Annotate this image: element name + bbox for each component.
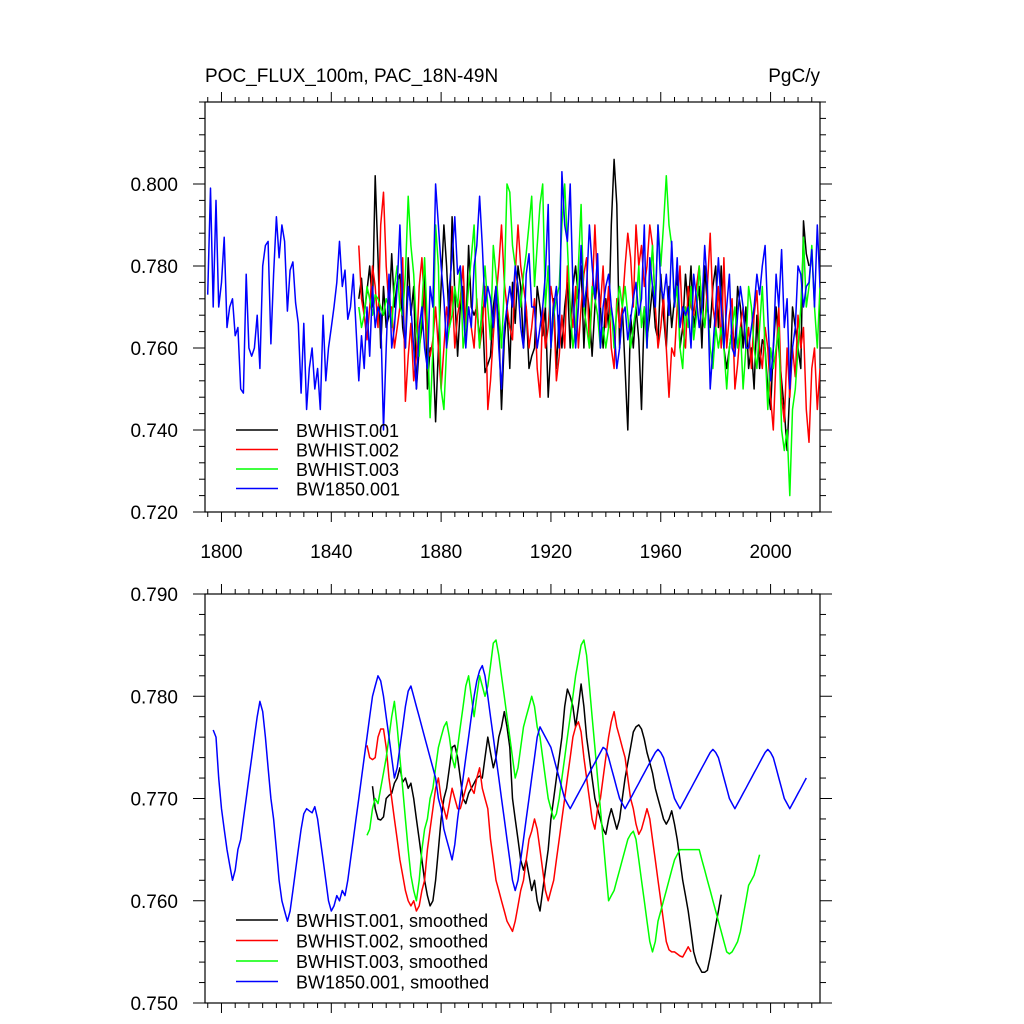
series-line-bwhist-003: [358, 175, 820, 497]
series-group: [206, 158, 820, 497]
plot-frame: [204, 101, 821, 513]
legend-label: BW1850.001: [296, 480, 400, 500]
series-line-bw1850-001: [206, 170, 820, 431]
y-tick-label: 0.740: [130, 421, 178, 442]
legend-label: BWHIST.003, smoothed: [296, 952, 488, 972]
y-tick-label: 0.750: [130, 994, 178, 1015]
panel-smoothed: 0.750 0.760 0.770 0.780 0.790 BWHIST.001, smo…: [130, 584, 832, 1015]
series-line-bw1850-001-smoothed: [212, 664, 807, 922]
x-tick-label: 1800: [200, 542, 242, 563]
x-tick-label: 1920: [530, 542, 572, 563]
series-line-bwhist-001-smoothed: [371, 683, 722, 974]
legend-label: BWHIST.002, smoothed: [296, 932, 488, 952]
y-tick-label: 0.780: [130, 687, 178, 708]
y-tick-label: 0.760: [130, 892, 178, 913]
legend-label: BWHIST.001, smoothed: [296, 911, 488, 931]
x-tick-label: 1840: [310, 542, 352, 563]
series-line-bwhist-003-smoothed: [366, 639, 761, 955]
legend-label: BWHIST.003: [296, 460, 399, 480]
x-tick-label: 2000: [749, 542, 791, 563]
series-group: [212, 639, 807, 974]
y-tick-label: 0.800: [130, 175, 178, 196]
series-line-bwhist-002-smoothed: [366, 710, 692, 958]
y-tick-label: 0.760: [130, 339, 178, 360]
legend-label: BWHIST.002: [296, 441, 399, 461]
units-label: PgC/y: [768, 66, 820, 87]
x-tick-label: 1880: [420, 542, 462, 563]
legend-label: BWHIST.001: [296, 421, 399, 441]
panel-annual: POC_FLUX_100m, PAC_18N-49N PgC/y 1800 1840 1…: [130, 66, 832, 563]
y-tick-label: 0.790: [130, 585, 178, 606]
y-tick-label: 0.770: [130, 790, 178, 811]
y-tick-label: 0.720: [130, 503, 178, 524]
y-tick-label: 0.780: [130, 257, 178, 278]
chart-title: POC_FLUX_100m, PAC_18N-49N: [205, 66, 498, 87]
x-tick-label: 1960: [640, 542, 682, 563]
legend-label: BW1850.001, smoothed: [296, 973, 489, 993]
